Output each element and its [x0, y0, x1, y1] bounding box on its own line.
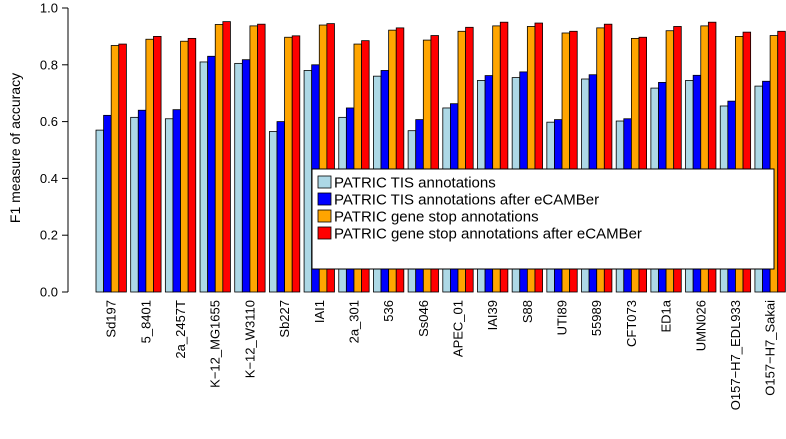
- x-tick-label-Sb227: Sb227: [277, 300, 292, 338]
- x-tick-label-2a_301: 2a_301: [346, 300, 361, 343]
- x-tick-label-ED1a: ED1a: [659, 299, 674, 332]
- bar-K-12_MG1655-s2: [207, 55, 216, 293]
- legend-label-4: PATRIC gene stop annotations after eCAMB…: [334, 226, 642, 243]
- bar-2a_2457T-s4: [187, 37, 197, 293]
- bar-2a_2457T-s2: [172, 109, 181, 293]
- x-tick-label-UTI89: UTI89: [555, 300, 570, 335]
- bar-5_8401-s2: [137, 109, 147, 293]
- bar-UMN026-s4: [707, 21, 717, 293]
- bar-Sb227-s1: [268, 131, 278, 293]
- bar-K-12_MG1655-s4: [222, 21, 231, 293]
- y-tick-label-4: 0.8: [40, 57, 58, 72]
- legend-swatch-4: [317, 226, 332, 240]
- bar-CFT073-s4: [638, 36, 647, 293]
- legend-label-3: PATRIC gene stop annotations: [334, 209, 539, 226]
- bar-Sd197-s2: [103, 114, 112, 293]
- bar-APEC_01-s4: [465, 26, 474, 293]
- x-tick-label-Sd197: Sd197: [104, 300, 119, 338]
- x-tick-label-536: 536: [381, 300, 396, 322]
- bar-Sb227-s2: [276, 121, 285, 293]
- bar-O157-H7_Sakai-s4: [777, 30, 786, 293]
- x-tick-label-O157-H7_Sakai: O157−H7_Sakai: [763, 300, 778, 396]
- bar-K-12_W3110-s2: [241, 59, 251, 293]
- bar-K-12_W3110-s4: [257, 23, 266, 293]
- y-tick-label-5: 1.0: [40, 1, 58, 16]
- bar-Sd197-s4: [118, 43, 127, 293]
- y-tick-label-1: 0.2: [40, 228, 58, 243]
- bar-ED1a-s4: [673, 26, 682, 293]
- bar-Sb227-s4: [291, 35, 301, 293]
- x-tick-label-IAI1: IAI1: [312, 300, 327, 323]
- bar-5_8401-s4: [153, 36, 162, 293]
- bar-S88-s4: [534, 22, 543, 293]
- bar-2a_2457T-s3: [180, 40, 189, 293]
- legend-swatch-1: [317, 175, 332, 189]
- bar-Sd197-s3: [110, 45, 120, 293]
- bar-2a_301-s4: [361, 40, 370, 293]
- x-tick-label-Ss046: Ss046: [416, 300, 431, 337]
- x-tick-label-2a_2457T: 2a_2457T: [173, 300, 188, 359]
- y-axis: 0.0 0.2 0.4 0.6 0.8 1.0: [40, 1, 69, 300]
- legend-box: [311, 168, 775, 270]
- bar-Sb227-s3: [284, 36, 293, 293]
- bar-K-12_W3110-s1: [234, 62, 243, 293]
- legend-label-1: PATRIC TIS annotations: [334, 175, 496, 192]
- bar-K-12_W3110-s3: [249, 25, 258, 293]
- x-tick-label-UMN026: UMN026: [693, 300, 708, 351]
- bar-5_8401-s3: [145, 38, 154, 293]
- y-tick-label-0: 0.0: [40, 285, 58, 300]
- bar-IAI39-s4: [499, 21, 509, 293]
- bar-5_8401-s1: [130, 116, 139, 293]
- bar-IAI1-s4: [326, 23, 335, 293]
- legend-swatch-2: [317, 192, 332, 206]
- x-tick-label-5_8401: 5_8401: [138, 300, 153, 343]
- x-tick-label-CFT073: CFT073: [624, 300, 639, 347]
- bar-K-12_MG1655-s3: [214, 24, 224, 293]
- x-tick-label-K-12_MG1655: K−12_MG1655: [208, 300, 223, 388]
- x-tick-label-IAI39: IAI39: [485, 300, 500, 330]
- bar-55989-s4: [603, 23, 613, 293]
- bar-Sd197-s1: [95, 129, 104, 293]
- bar-536-s4: [395, 27, 405, 293]
- y-axis-label: F1 measure of accuracy: [7, 73, 23, 223]
- x-tick-label-S88: S88: [520, 300, 535, 323]
- y-tick-label-3: 0.6: [40, 114, 58, 129]
- legend-label-2: PATRIC TIS annotations after eCAMBer: [334, 192, 599, 209]
- x-tick-label-O157-H7_EDL933: O157−H7_EDL933: [728, 300, 743, 410]
- x-tick-label-55989: 55989: [589, 300, 604, 336]
- bar-K-12_MG1655-s1: [199, 61, 209, 293]
- legend-swatch-3: [317, 209, 332, 223]
- x-tick-label-K-12_W3110: K−12_W3110: [242, 300, 257, 378]
- bar-IAI1-s1: [303, 70, 313, 293]
- x-tick-label-APEC_01: APEC_01: [451, 300, 466, 357]
- x-axis: Sd197 5_8401 2a_2457T K−12_MG1655 K−12_W3110…: [104, 299, 778, 410]
- bar-Ss046-s4: [430, 35, 439, 293]
- bar-O157-H7_EDL933-s4: [742, 31, 752, 293]
- y-tick-label-2: 0.4: [40, 171, 58, 186]
- bar-UTI89-s4: [569, 30, 578, 293]
- bar-2a_2457T-s1: [164, 118, 174, 293]
